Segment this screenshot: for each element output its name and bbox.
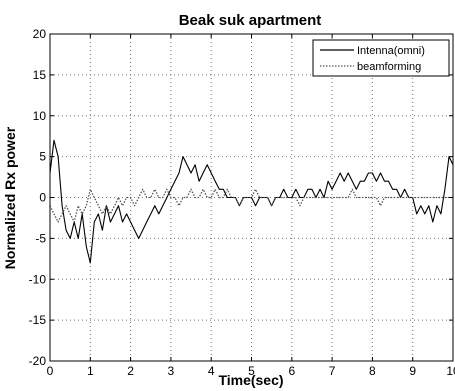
y-axis-label: Normalized Rx power (2, 126, 18, 269)
chart-title: Beak suk apartment (179, 12, 322, 29)
y-tick-label: 15 (33, 68, 47, 82)
x-tick-label: 1 (87, 364, 94, 378)
legend: Intenna(omni) beamforming (312, 39, 450, 77)
x-tick-label: 3 (168, 364, 175, 378)
x-tick-label: 2 (127, 364, 134, 378)
y-tick-label: 0 (39, 191, 46, 205)
y-tick-label: -5 (35, 231, 46, 245)
x-tick-label: 10 (446, 364, 455, 378)
y-tick-label: 20 (33, 27, 47, 41)
y-tick-label: 5 (39, 150, 46, 164)
x-tick-label: 0 (47, 364, 54, 378)
x-tick-label: 5 (248, 364, 255, 378)
x-tick-label: 8 (369, 364, 376, 378)
x-tick-label: 7 (329, 364, 336, 378)
x-tick-label: 6 (288, 364, 295, 378)
legend-label-series-2: beamforming (357, 61, 421, 73)
x-tick-label: 4 (208, 364, 215, 378)
ticks: 0 1 2 3 4 5 6 7 8 9 10 20 15 10 5 0 -5 -10 -15 -20 (29, 27, 455, 378)
y-tick-label: -20 (29, 354, 47, 368)
y-tick-label: -10 (29, 272, 47, 286)
x-axis-label: Time(sec) (218, 372, 283, 388)
legend-box (312, 39, 450, 77)
series-line-1 (49, 139, 454, 264)
y-tick-label: -15 (29, 313, 47, 327)
grid (50, 34, 453, 361)
legend-label-series-1: Intenna(omni) (357, 45, 425, 57)
series-line-2 (49, 188, 453, 223)
x-tick-label: 9 (409, 364, 416, 378)
series-layer (49, 139, 454, 264)
y-tick-label: 10 (33, 109, 47, 123)
